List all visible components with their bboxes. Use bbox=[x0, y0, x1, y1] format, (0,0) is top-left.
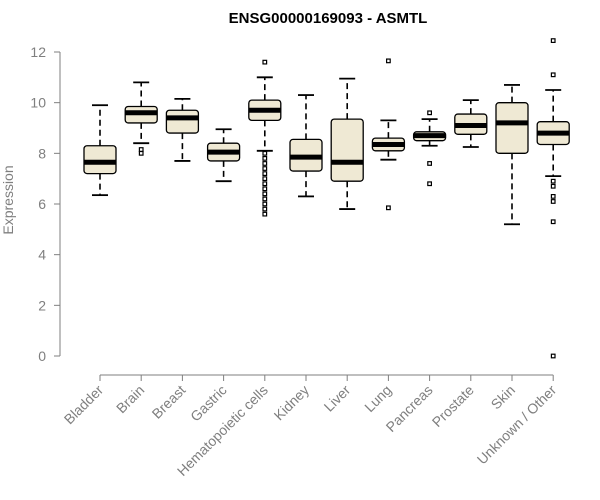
box-iqr bbox=[495, 102, 529, 154]
box-lung bbox=[371, 58, 406, 211]
x-tick-label: Brain bbox=[113, 382, 147, 416]
outlier-point bbox=[262, 171, 268, 177]
y-tick-label: 10 bbox=[30, 95, 46, 111]
outlier-point bbox=[262, 211, 268, 217]
outlier-point bbox=[550, 72, 556, 78]
box-pancreas bbox=[412, 110, 447, 187]
box-unknown-other bbox=[536, 38, 570, 359]
outlier-point bbox=[138, 150, 144, 156]
box-iqr bbox=[330, 118, 364, 182]
outlier-point bbox=[262, 196, 268, 202]
y-tick-label: 6 bbox=[38, 196, 46, 212]
outlier-point bbox=[138, 147, 144, 152]
y-tick-label: 4 bbox=[38, 247, 46, 263]
x-tick-label: Lung bbox=[361, 382, 394, 415]
outlier-point bbox=[550, 178, 556, 184]
outlier-point bbox=[262, 59, 268, 65]
x-tick-label: Breast bbox=[149, 382, 189, 422]
outlier-point bbox=[386, 58, 391, 64]
chart-title: ENSG00000169093 - ASMTL bbox=[229, 10, 428, 27]
x-tick-label: Skin bbox=[488, 382, 519, 413]
outlier-point bbox=[262, 166, 268, 171]
outlier-point bbox=[427, 161, 432, 166]
outlier-point bbox=[262, 156, 268, 161]
outlier-point bbox=[262, 176, 268, 182]
y-tick-label: 8 bbox=[38, 145, 46, 161]
outlier-point bbox=[550, 38, 556, 43]
y-tick-label: 0 bbox=[38, 348, 46, 364]
box-series bbox=[83, 38, 570, 359]
box-iqr bbox=[83, 145, 117, 175]
y-axis: 0 2 4 6 8 10 12 bbox=[30, 44, 61, 364]
outlier-point bbox=[262, 161, 268, 166]
box-brain bbox=[124, 81, 158, 156]
outlier-point bbox=[550, 199, 556, 204]
outlier-point bbox=[427, 110, 432, 116]
outlier-point bbox=[427, 181, 432, 187]
box-kidney bbox=[289, 94, 323, 198]
y-axis-label: Expression bbox=[0, 165, 16, 234]
x-tick-label: Liver bbox=[321, 382, 354, 415]
outlier-point bbox=[262, 186, 268, 192]
box-gastric bbox=[206, 128, 241, 183]
box-skin bbox=[495, 84, 529, 226]
outlier-point bbox=[550, 353, 556, 359]
outlier-point bbox=[262, 201, 268, 207]
y-tick-label: 12 bbox=[30, 44, 46, 60]
outlier-point bbox=[550, 183, 556, 189]
box-liver bbox=[330, 77, 364, 210]
outlier-point bbox=[262, 206, 268, 212]
outlier-point bbox=[262, 150, 268, 156]
box-hematopoietic-cells bbox=[248, 59, 282, 217]
outlier-point bbox=[386, 205, 391, 211]
x-tick-label: Kidney bbox=[271, 382, 313, 424]
outlier-point bbox=[550, 194, 556, 199]
box-iqr bbox=[165, 109, 200, 134]
box-bladder bbox=[83, 104, 117, 197]
x-tick-label: Prostate bbox=[429, 382, 477, 430]
outlier-point bbox=[262, 181, 268, 187]
box-prostate bbox=[454, 99, 488, 148]
outlier-point bbox=[550, 219, 556, 225]
box-breast bbox=[165, 97, 200, 162]
outlier-point bbox=[262, 191, 268, 197]
y-tick-label: 2 bbox=[38, 297, 46, 313]
x-tick-label: Bladder bbox=[61, 382, 107, 428]
